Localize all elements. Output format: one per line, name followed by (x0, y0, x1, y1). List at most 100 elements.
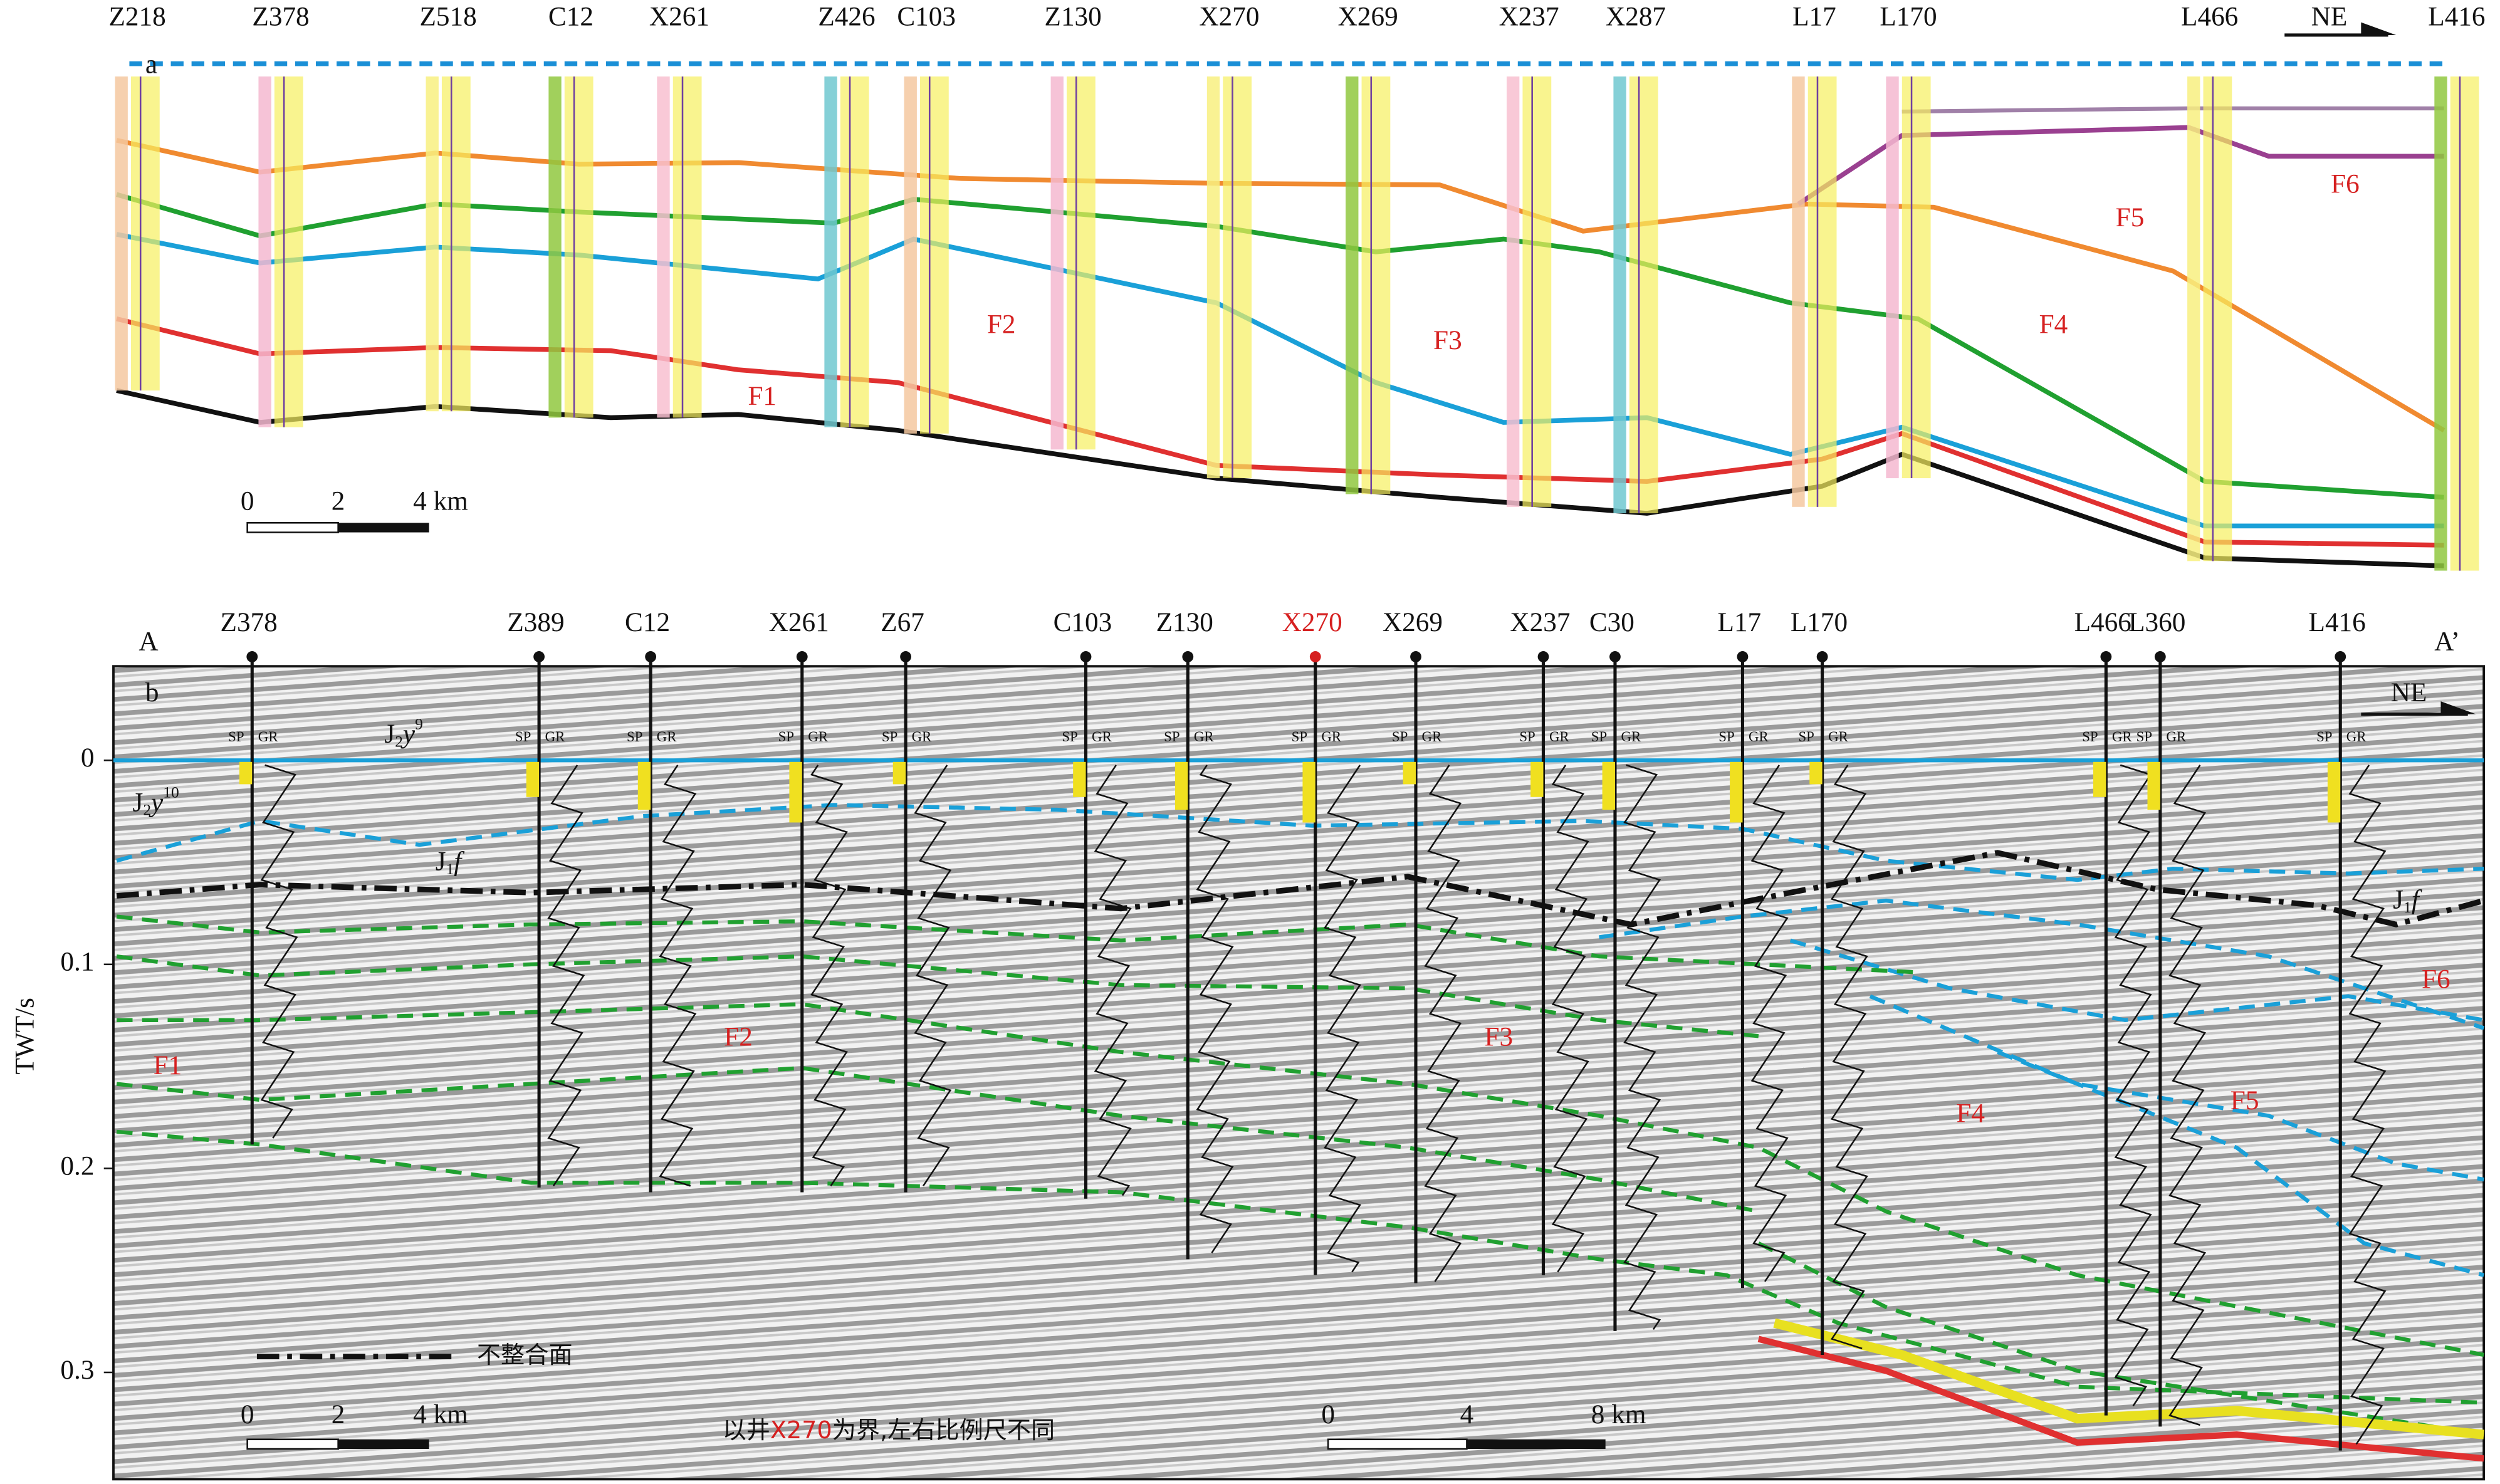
log-label: GR (258, 729, 279, 745)
well-column (2187, 76, 2200, 562)
gr-curve (1094, 765, 1132, 1196)
well-head (1737, 651, 1749, 662)
log-label: SP (1591, 729, 1607, 745)
well-label: X261 (649, 1, 709, 31)
well-label: Z426 (818, 1, 875, 31)
log-label: SP (2316, 729, 2332, 745)
axis-label: TWT/s (10, 998, 40, 1074)
facies-label: F2 (987, 309, 1016, 339)
facies-label: F4 (2039, 309, 2068, 339)
caption-part: 以井 (723, 1416, 770, 1444)
well-label: L416 (2309, 607, 2366, 637)
scale-label: 4 km (413, 486, 468, 516)
well-column (1507, 76, 1520, 507)
direction-label: NE (2391, 677, 2427, 708)
sand-body (1073, 761, 1086, 797)
log-label: GR (912, 729, 933, 745)
well-label: C30 (1589, 607, 1634, 637)
log-label: SP (1392, 729, 1408, 745)
sand-body (1174, 761, 1188, 810)
well-label: L466 (2074, 607, 2131, 637)
log-label: GR (1321, 729, 1342, 745)
y-axis: 0 0.1 0.2 0.3 (60, 743, 113, 1385)
well-label: C103 (1054, 607, 1112, 637)
horizon-base: J (436, 846, 446, 876)
well-column (426, 76, 439, 412)
horizon-mid: y (149, 787, 164, 817)
panel-a: a Z218 Z378 Z518 C12 X261 Z426 C103 Z130 X270 X26… (109, 1, 2486, 571)
log-label: GR (1422, 729, 1443, 745)
well-label: Z378 (252, 1, 309, 31)
well-label: C12 (625, 607, 670, 637)
well-label: Z389 (507, 607, 564, 637)
sand-body (892, 761, 906, 785)
facies-label: F1 (154, 1050, 182, 1080)
scale-label: 4 km (413, 1399, 468, 1429)
well-log (130, 76, 160, 391)
horizon-label: J2y9 (384, 714, 422, 750)
well-log (919, 76, 949, 434)
caption-part: X270 (770, 1416, 832, 1444)
well-column (1050, 76, 1064, 450)
log-label: GR (2166, 729, 2187, 745)
well-label: L170 (1880, 1, 1937, 31)
well-head (1182, 651, 1194, 662)
well-head (1410, 651, 1421, 662)
gr-curve (547, 765, 585, 1187)
well-column (115, 76, 128, 391)
well-column (2434, 76, 2447, 571)
well-label: L416 (2428, 1, 2485, 31)
horizons (113, 758, 2485, 1462)
log-label: SP (882, 729, 897, 745)
log-label: GR (657, 729, 677, 745)
sand-body (2327, 761, 2341, 823)
facies-label: F5 (2231, 1085, 2259, 1116)
log-label: SP (1718, 729, 1734, 745)
y-tick-label: 0.2 (60, 1151, 94, 1181)
well-log (2203, 76, 2232, 562)
well-label: X269 (1338, 1, 1398, 31)
well-label: Z218 (109, 1, 166, 31)
well-label: X237 (1510, 607, 1570, 637)
well-head (1816, 651, 1828, 662)
well-column (1613, 76, 1626, 514)
well-label: X287 (1606, 1, 1666, 31)
gr-curve (1623, 764, 1661, 1330)
sand-body (1602, 761, 1615, 810)
gr-curve (1196, 765, 1234, 1253)
sand-body (2093, 761, 2106, 797)
horizon-sup: 9 (415, 714, 423, 733)
legend: 不整合面 (256, 1341, 572, 1369)
well-label: Z518 (420, 1, 477, 31)
well-column (1886, 76, 1899, 479)
well-log (1807, 76, 1837, 507)
well-column (1206, 76, 1220, 479)
north-arrow: NE (2284, 1, 2397, 37)
gr-curve (2168, 765, 2207, 1426)
scale-label: 0 (241, 486, 254, 516)
log-label: GR (2112, 729, 2133, 745)
well-log (274, 76, 303, 427)
horizon-base: J (384, 719, 395, 749)
y-tick-label: 0 (81, 743, 95, 773)
well-column (1346, 76, 1359, 494)
well-head (2335, 651, 2346, 662)
well-log (1066, 76, 1096, 450)
log-label: GR (1749, 729, 1769, 745)
log-label: SP (778, 729, 794, 745)
well-label: Z378 (221, 607, 278, 637)
sand-body (1730, 761, 1743, 823)
panel-label: b (145, 677, 159, 708)
gr-curve (1750, 765, 1789, 1282)
well-log (1522, 76, 1552, 507)
sand-body (789, 761, 802, 823)
log-label: SP (1519, 729, 1535, 745)
log-label: GR (808, 729, 829, 745)
well-label: X261 (769, 607, 829, 637)
gr-curve (1551, 765, 1589, 1273)
facies-label: F4 (1956, 1098, 1985, 1128)
sand-body (1302, 761, 1315, 823)
well-head (2154, 651, 2166, 662)
